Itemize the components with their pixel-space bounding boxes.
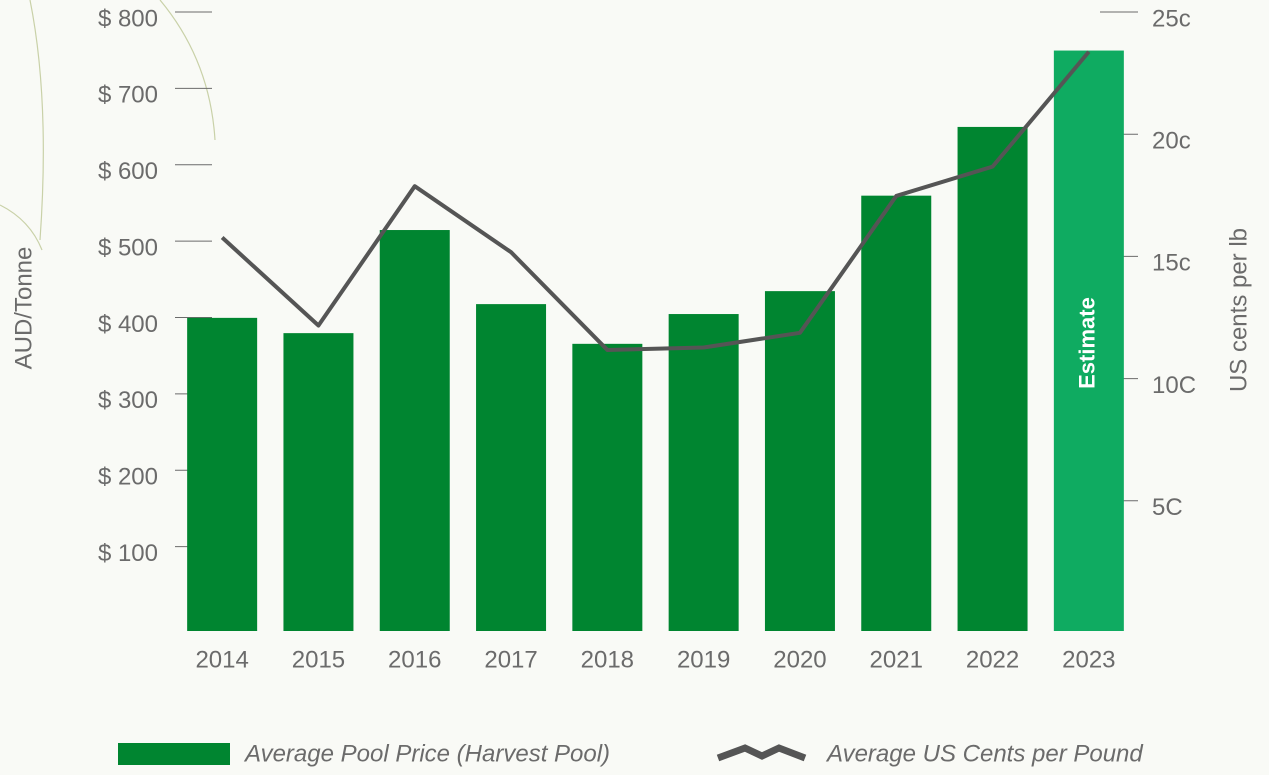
y-tick-label: $ 500 bbox=[98, 234, 158, 261]
bar bbox=[861, 195, 932, 631]
bar bbox=[1053, 50, 1124, 632]
y2-tick-label: 10C bbox=[1152, 372, 1196, 399]
y2-tick-label: 15c bbox=[1152, 250, 1191, 277]
y2-tick-label: 5C bbox=[1152, 494, 1183, 521]
bar bbox=[572, 343, 643, 631]
x-tick-label: 2020 bbox=[773, 646, 826, 673]
decoration bbox=[0, 0, 44, 251]
bar bbox=[668, 314, 739, 631]
x-tick-label: 2019 bbox=[677, 646, 730, 673]
y-tick-label: $ 700 bbox=[98, 82, 158, 109]
x-tick-label: 2022 bbox=[966, 646, 1019, 673]
y-tick-label: $ 400 bbox=[98, 311, 158, 338]
y-axis-label: AUD/Tonne bbox=[10, 247, 37, 370]
bar bbox=[764, 291, 835, 631]
y2-axis-label: US cents per lb bbox=[1225, 228, 1252, 392]
y-tick-label: $ 800 bbox=[98, 5, 158, 32]
y2-tick-label: 20c bbox=[1152, 128, 1191, 155]
x-tick-label: 2014 bbox=[195, 646, 248, 673]
bar bbox=[379, 230, 450, 631]
legend-text: Average Pool Price (Harvest Pool) bbox=[243, 740, 610, 767]
legend-swatch-line bbox=[716, 744, 807, 762]
legend-swatch-bar bbox=[118, 743, 230, 765]
x-tick-label: 2018 bbox=[581, 646, 634, 673]
bar bbox=[187, 317, 258, 631]
y-tick-label: $ 100 bbox=[98, 540, 158, 567]
bar bbox=[476, 304, 547, 631]
line bbox=[220, 50, 1091, 352]
y-tick-label: $ 200 bbox=[98, 464, 158, 491]
y-tick-label: $ 600 bbox=[98, 158, 158, 185]
x-tick-label: 2023 bbox=[1062, 646, 1115, 673]
bar bbox=[283, 333, 354, 631]
annotation: Estimate bbox=[1075, 297, 1100, 389]
x-tick-label: 2021 bbox=[870, 646, 923, 673]
x-tick-label: 2017 bbox=[484, 646, 537, 673]
y2-tick-label: 25c bbox=[1152, 5, 1191, 32]
y-tick-label: $ 300 bbox=[98, 387, 158, 414]
x-tick-label: 2015 bbox=[292, 646, 345, 673]
decoration bbox=[159, 0, 216, 141]
x-tick-label: 2016 bbox=[388, 646, 441, 673]
bar bbox=[957, 126, 1028, 632]
legend-text: Average US Cents per Pound bbox=[825, 740, 1143, 767]
